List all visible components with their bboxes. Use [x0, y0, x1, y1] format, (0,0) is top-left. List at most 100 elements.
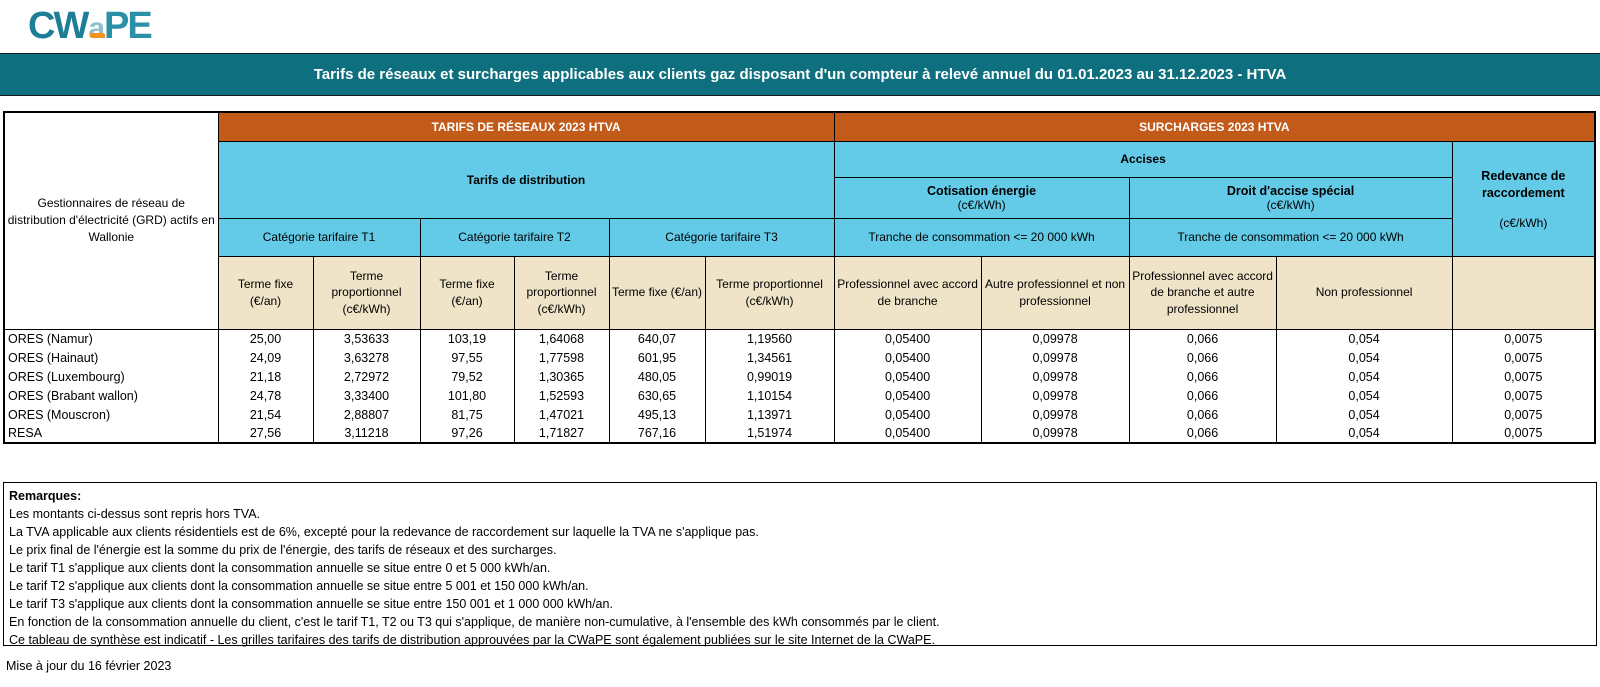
value-cell: 97,55 — [419, 348, 515, 367]
value-cell: 1,34561 — [704, 348, 835, 367]
value-cell: 0,0075 — [1451, 405, 1596, 424]
value-cell: 0,05400 — [833, 424, 982, 443]
value-cell: 495,13 — [608, 405, 706, 424]
grd-name-cell: RESA — [3, 424, 219, 443]
value-cell: 21,54 — [217, 405, 314, 424]
value-cell: 0,066 — [1128, 405, 1277, 424]
grd-name-cell: ORES (Namur) — [3, 329, 219, 348]
value-cell: 21,18 — [217, 367, 314, 386]
group-header-accises: Accises — [833, 140, 1453, 178]
value-cell: 630,65 — [608, 386, 706, 405]
value-cell: 0,05400 — [833, 367, 982, 386]
surcharge-col-header-2: Professionnel avec accord de branche et … — [1128, 255, 1277, 330]
value-cell: 1,64068 — [513, 329, 610, 348]
remark-line: Le prix final de l'énergie est la somme … — [9, 543, 557, 557]
value-cell: 0,066 — [1128, 367, 1277, 386]
value-cell: 0,066 — [1128, 348, 1277, 367]
value-cell: 0,0075 — [1451, 348, 1596, 367]
category-header-t3: Catégorie tarifaire T3 — [608, 217, 835, 257]
value-cell: 0,05400 — [833, 405, 982, 424]
value-cell: 601,95 — [608, 348, 706, 367]
title-banner: Tarifs de réseaux et surcharges applicab… — [0, 53, 1600, 96]
value-cell: 81,75 — [419, 405, 515, 424]
remark-line: En fonction de la consommation annuelle … — [9, 615, 940, 629]
tariff-table-body: ORES (Namur) 25,00 3,53633 103,19 1,64068 640… — [3, 329, 1596, 443]
section-header-tarifs: TARIFS DE RÉSEAUX 2023 HTVA — [217, 111, 835, 142]
value-cell: 25,00 — [217, 329, 314, 348]
term-header-t3-prop: Terme proportionnel (c€/kWh) — [704, 255, 835, 330]
value-cell: 480,05 — [608, 367, 706, 386]
redevance-empty-header — [1451, 255, 1596, 330]
cotisation-title: Cotisation énergie — [927, 183, 1037, 198]
value-cell: 1,51974 — [704, 424, 835, 443]
value-cell: 0,05400 — [833, 329, 982, 348]
value-cell: 0,0075 — [1451, 329, 1596, 348]
term-header-t1-prop: Terme proportionnel (c€/kWh) — [312, 255, 421, 330]
value-cell: 0,05400 — [833, 348, 982, 367]
grd-name-cell: ORES (Luxembourg) — [3, 367, 219, 386]
value-cell: 79,52 — [419, 367, 515, 386]
tranche-header-droit: Tranche de consommation <= 20 000 kWh — [1128, 217, 1453, 257]
cwape-logo: CWa PE — [28, 5, 153, 54]
value-cell: 27,56 — [217, 424, 314, 443]
value-cell: 0,0075 — [1451, 386, 1596, 405]
value-cell: 1,47021 — [513, 405, 610, 424]
value-cell: 101,80 — [419, 386, 515, 405]
term-header-t3-fixe: Terme fixe (€/an) — [608, 255, 706, 330]
value-cell: 0,09978 — [980, 329, 1130, 348]
remark-line: La TVA applicable aux clients résidentie… — [9, 525, 759, 539]
value-cell: 0,0075 — [1451, 367, 1596, 386]
logo-accent-bar — [90, 33, 106, 38]
redevance-title: Redevance de raccordement — [1481, 168, 1566, 201]
table-row: ORES (Hainaut) 24,09 3,63278 97,55 1,77598 60… — [3, 348, 1596, 367]
value-cell: 1,71827 — [513, 424, 610, 443]
logo-text-pe: PE — [104, 5, 153, 47]
redevance-unit: (c€/kWh) — [1499, 215, 1548, 230]
remark-line: Le tarif T1 s'applique aux clients dont … — [9, 561, 551, 575]
value-cell: 1,77598 — [513, 348, 610, 367]
value-cell: 0,09978 — [980, 405, 1130, 424]
value-cell: 3,11218 — [312, 424, 421, 443]
value-cell: 103,19 — [419, 329, 515, 348]
value-cell: 1,10154 — [704, 386, 835, 405]
grd-corner-header: Gestionnaires de réseau de distribution … — [3, 111, 219, 330]
tariff-table: Gestionnaires de réseau de distribution … — [3, 111, 1597, 444]
value-cell: 24,09 — [217, 348, 314, 367]
surcharge-col-header-1: Autre professionnel et non professionnel — [980, 255, 1130, 330]
section-header-surcharges: SURCHARGES 2023 HTVA — [833, 111, 1596, 142]
value-cell: 0,054 — [1275, 424, 1453, 443]
table-row: ORES (Mouscron) 21,54 2,88807 81,75 1,47021 4… — [3, 405, 1596, 424]
value-cell: 0,054 — [1275, 348, 1453, 367]
value-cell: 2,72972 — [312, 367, 421, 386]
grd-name-cell: ORES (Mouscron) — [3, 405, 219, 424]
term-header-t2-fixe: Terme fixe (€/an) — [419, 255, 515, 330]
tranche-header-cotisation: Tranche de consommation <= 20 000 kWh — [833, 217, 1130, 257]
group-header-distribution: Tarifs de distribution — [217, 140, 835, 219]
value-cell: 0,09978 — [980, 348, 1130, 367]
value-cell: 0,054 — [1275, 386, 1453, 405]
value-cell: 1,52593 — [513, 386, 610, 405]
value-cell: 0,05400 — [833, 386, 982, 405]
logo-text-a: a — [87, 12, 106, 45]
last-updated-note: Mise à jour du 16 février 2023 — [6, 659, 172, 673]
cotisation-unit: (c€/kWh) — [957, 197, 1006, 212]
remark-line: Le tarif T2 s'applique aux clients dont … — [9, 579, 589, 593]
value-cell: 24,78 — [217, 386, 314, 405]
droit-unit: (c€/kWh) — [1266, 197, 1315, 212]
remarks-box: Remarques: Les montants ci-dessus sont r… — [3, 482, 1597, 647]
table-row: ORES (Luxembourg) 21,18 2,72972 79,52 1,3036… — [3, 367, 1596, 386]
remark-line: Ce tableau de synthèse est indicatif - L… — [9, 633, 935, 647]
surcharge-col-header-0: Professionnel avec accord de branche — [833, 255, 982, 330]
table-row: ORES (Brabant wallon) 24,78 3,33400 101,80 1… — [3, 386, 1596, 405]
value-cell: 3,63278 — [312, 348, 421, 367]
term-header-t2-prop: Terme proportionnel (c€/kWh) — [513, 255, 610, 330]
value-cell: 1,30365 — [513, 367, 610, 386]
redevance-header: Redevance de raccordement (c€/kWh) — [1451, 140, 1596, 257]
remark-line: Le tarif T3 s'applique aux clients dont … — [9, 597, 613, 611]
value-cell: 97,26 — [419, 424, 515, 443]
value-cell: 3,33400 — [312, 386, 421, 405]
value-cell: 0,09978 — [980, 424, 1130, 443]
droit-title: Droit d'accise spécial — [1226, 183, 1355, 198]
value-cell: 0,99019 — [704, 367, 835, 386]
table-row: RESA 27,56 3,11218 97,26 1,71827 767,16 1,5197… — [3, 424, 1596, 443]
